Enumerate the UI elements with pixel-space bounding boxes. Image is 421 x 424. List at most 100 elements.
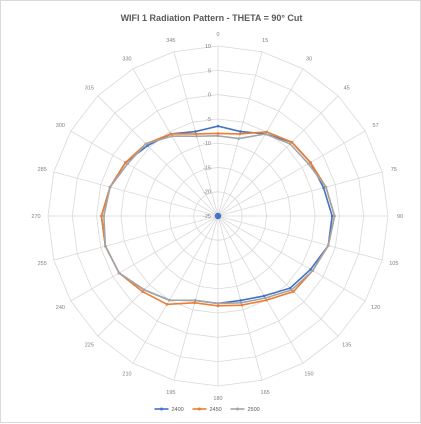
series-point-2450 <box>124 161 127 164</box>
angle-labels: 0153045577590105120135150165180195210225… <box>31 32 403 402</box>
legend-label: 2400 <box>172 407 184 413</box>
series-point-2500 <box>126 162 129 166</box>
radial-tick-label: -20 <box>203 190 211 196</box>
series-point-2400 <box>239 299 242 302</box>
series-point-2500 <box>311 269 314 272</box>
grid-spoke <box>132 68 219 217</box>
grid-spoke <box>53 215 219 261</box>
angle-label: 345 <box>166 38 175 44</box>
series-point-2450 <box>290 140 294 144</box>
series-point-2500 <box>239 301 243 305</box>
series-point-2450 <box>265 298 268 302</box>
series-point-2500 <box>104 244 107 248</box>
series-point-2450 <box>292 290 295 293</box>
series-point-2400 <box>288 286 292 290</box>
series-point-2450 <box>141 290 144 293</box>
series-point-2450 <box>240 303 244 307</box>
series-point-2500 <box>264 132 267 136</box>
angle-label: 210 <box>122 372 131 378</box>
angle-label: 57 <box>373 123 379 129</box>
angle-label: 225 <box>85 343 94 349</box>
series-point-2500 <box>216 302 220 305</box>
grid-spoke <box>217 215 339 337</box>
series-point-2500 <box>170 134 174 138</box>
series-point-2450 <box>169 132 172 136</box>
angle-label: 75 <box>391 167 397 173</box>
angle-label: 150 <box>304 372 313 378</box>
grid-spoke <box>173 215 219 381</box>
series-point-2450 <box>238 132 242 136</box>
series-point-2500 <box>102 214 106 218</box>
angle-label: 240 <box>56 305 65 311</box>
radial-tick-label: -10 <box>203 141 211 147</box>
series-point-2400 <box>330 214 334 218</box>
grid-spoke <box>132 215 219 364</box>
grid-spoke <box>70 130 219 217</box>
grid-spoke <box>217 215 366 302</box>
angle-label: 270 <box>31 214 40 220</box>
series-point-2450 <box>216 304 220 308</box>
grid-spoke <box>97 95 219 217</box>
radial-tick-label: 10 <box>205 44 211 50</box>
series-point-2500 <box>333 214 336 218</box>
grid-spoke <box>217 215 304 364</box>
angle-label: 255 <box>38 261 47 267</box>
series-point-2450 <box>193 301 197 305</box>
series-point-2400 <box>239 130 242 133</box>
angle-label: 300 <box>56 123 65 129</box>
series-point-2500 <box>288 142 292 146</box>
series-point-2500 <box>142 288 146 292</box>
radial-tick-labels: 10 5 0 -5 -10 -15 -20 -25 <box>203 44 211 220</box>
series-point-2400 <box>194 130 197 133</box>
angle-label: 0 <box>216 32 219 38</box>
series-point-2500 <box>195 134 198 138</box>
series-point-2500 <box>264 296 267 300</box>
legend-label: 2500 <box>248 407 260 413</box>
series-point-2500 <box>216 134 220 138</box>
legend-marker <box>236 407 239 411</box>
angle-label: 15 <box>262 38 268 44</box>
angle-label: 165 <box>261 390 270 396</box>
angle-label: 120 <box>371 305 380 311</box>
angle-label: 285 <box>38 167 47 173</box>
legend-label: 2450 <box>210 407 222 413</box>
angle-label: 180 <box>213 396 222 402</box>
angle-label: 330 <box>122 56 131 62</box>
radial-tick-label: 5 <box>208 68 211 74</box>
grid-spoke <box>217 130 366 217</box>
series-point-2500 <box>326 244 330 247</box>
series-point-2500 <box>194 299 197 302</box>
angle-label: 105 <box>389 261 398 267</box>
series-point-2400 <box>309 268 312 271</box>
series-point-2450 <box>100 214 103 218</box>
angle-label: 315 <box>85 85 94 91</box>
series-point-2500 <box>324 185 328 189</box>
series-point-2400 <box>322 186 325 190</box>
series-point-2450 <box>309 161 312 164</box>
series-lines <box>100 124 336 308</box>
legend-marker <box>198 407 201 411</box>
angle-label: 45 <box>344 85 350 91</box>
angle-label: 30 <box>306 56 312 62</box>
radial-tick-label: 0 <box>208 93 211 99</box>
grid-spoke <box>53 171 219 217</box>
series-point-2500 <box>290 288 294 292</box>
radial-tick-label: -15 <box>203 165 211 171</box>
series-point-2450 <box>165 303 169 306</box>
series-point-2450 <box>265 130 268 134</box>
legend-marker <box>160 407 163 411</box>
series-point-2500 <box>117 271 121 275</box>
grid-spoke <box>217 68 304 217</box>
series-point-2500 <box>144 142 148 146</box>
radial-tick-label: -25 <box>203 214 211 220</box>
angle-label: 90 <box>397 214 403 220</box>
series-point-2450 <box>216 132 220 135</box>
angle-label: 195 <box>166 390 175 396</box>
grid-spoke <box>217 171 383 217</box>
series-point-2400 <box>262 294 266 298</box>
radial-tick-label: -5 <box>206 117 211 123</box>
center-marker <box>214 212 222 220</box>
series-point-2400 <box>146 144 149 147</box>
angle-label: 135 <box>342 343 351 349</box>
